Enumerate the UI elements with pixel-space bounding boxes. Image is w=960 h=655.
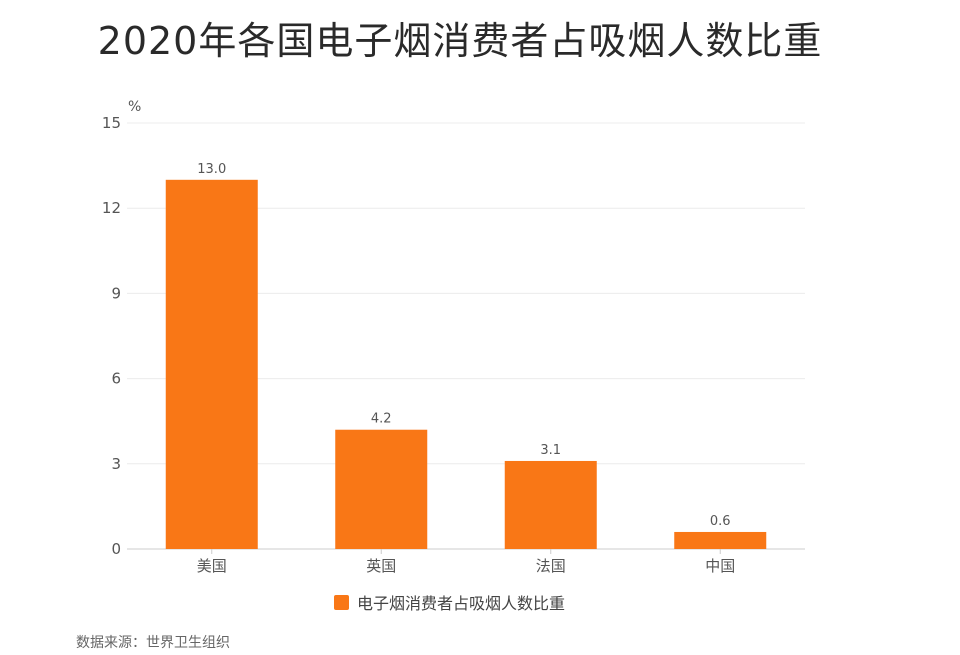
x-tick-label: 英国 — [366, 557, 396, 575]
data-label: 3.1 — [540, 443, 561, 458]
y-tick-label: 12 — [102, 199, 121, 217]
x-tick-label: 法国 — [536, 557, 566, 575]
y-axis-unit: % — [128, 99, 141, 115]
data-label: 0.6 — [710, 514, 731, 529]
data-label: 13.0 — [197, 162, 226, 177]
y-tick-label: 9 — [111, 284, 121, 302]
bar — [674, 531, 767, 549]
x-tick-label: 美国 — [197, 557, 227, 575]
bar — [335, 429, 428, 549]
bar — [165, 179, 258, 550]
y-tick-label: 15 — [102, 114, 121, 132]
data-label: 4.2 — [371, 412, 392, 427]
x-tick-label: 中国 — [705, 557, 735, 575]
y-tick-label: 3 — [111, 455, 121, 473]
legend: 电子烟消费者占吸烟人数比重 — [334, 590, 565, 614]
legend-swatch — [334, 594, 349, 610]
data-source: 数据来源：世界卫生组织 — [76, 635, 230, 651]
y-tick-label: 6 — [111, 370, 121, 388]
y-tick-label: 0 — [111, 540, 121, 558]
chart-title: 2020年各国电子烟消费者占吸烟人数比重 — [97, 19, 823, 63]
legend-label: 电子烟消费者占吸烟人数比重 — [357, 594, 566, 613]
bar — [504, 460, 597, 549]
